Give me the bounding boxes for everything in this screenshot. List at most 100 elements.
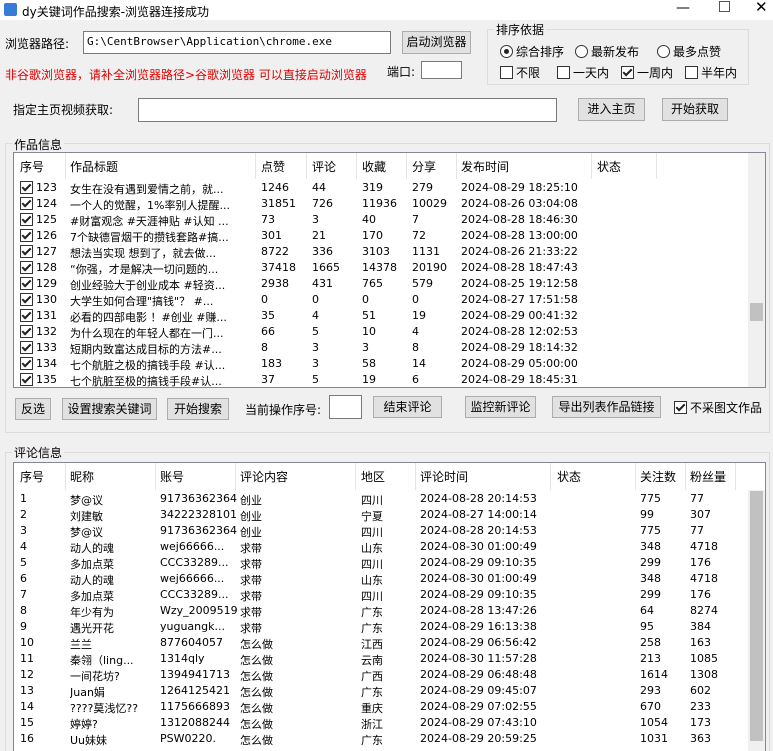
column-header: 评论内容 [240,470,289,484]
label: 不限 [516,66,541,80]
close[interactable]: ✕ [755,0,768,16]
maximize[interactable] [719,1,730,12]
table-cell: 8722 [261,245,289,258]
table-cell: 127 [36,245,57,258]
table-cell: 3 [312,357,319,370]
launch-button[interactable]: 启动浏览器 [402,31,471,54]
table-cell: yuguangk... [160,620,225,633]
minimize[interactable]: — [676,0,690,16]
table-cell: 1314qly [160,652,205,665]
row-checkbox[interactable] [20,309,33,322]
table-cell: 2024-08-29 09:10:35 [420,556,537,569]
table-cell: 4718 [690,540,718,553]
table-cell: 1031 [640,732,668,745]
index-input[interactable] [329,395,362,419]
group-box [5,452,770,751]
table-cell: 132 [36,325,57,338]
table-cell: 云南 [361,654,383,667]
column-separator [456,153,457,179]
table-cell: 动人的魂 [70,574,114,587]
row-checkbox[interactable] [20,261,33,274]
table-cell: 广东 [361,622,383,635]
row-checkbox[interactable] [20,181,33,194]
table-cell: 求带 [240,542,262,555]
sort-radio[interactable]: 最多点赞 [657,43,721,60]
table-cell: 2024-08-29 18:25:10 [461,181,578,194]
table-cell: 2024-08-30 01:00:49 [420,540,537,553]
checkbox[interactable] [557,66,570,79]
row-checkbox[interactable] [20,213,33,226]
app-icon [4,3,17,16]
table-cell: 44 [312,181,326,194]
search-button[interactable]: 开始搜索 [167,398,229,420]
row-checkbox[interactable] [20,277,33,290]
monitor-button[interactable]: 监控新评论 [465,396,536,418]
table-cell: 怎么做 [240,702,273,715]
table-cell: 602 [690,684,711,697]
table-cell: 兰兰 [70,638,92,651]
scrollbar[interactable] [748,153,765,387]
port-input[interactable] [421,61,462,79]
table-cell: 山东 [361,574,383,587]
table-cell: 3 [20,524,27,537]
time-filter[interactable]: 不限 [500,64,540,81]
skip-images-checkbox[interactable]: 不采图文作品 [674,399,762,416]
checkbox[interactable] [621,66,634,79]
row-checkbox[interactable] [20,357,33,370]
column-header: 地区 [361,470,386,484]
scroll-thumb[interactable] [750,491,763,741]
table-cell: 山东 [361,542,383,555]
table-cell: 多加点菜 [70,558,114,571]
table-cell: 2024-08-28 20:14:53 [420,524,537,537]
time-filter[interactable]: 一周内 [621,64,673,81]
row-checkbox[interactable] [20,341,33,354]
time-filter[interactable]: 半年内 [685,64,737,81]
label: 指定主页视频获取: [13,103,114,117]
row-checkbox[interactable] [20,229,33,242]
time-filter[interactable]: 一天内 [557,64,609,81]
row-checkbox[interactable] [20,245,33,258]
export-button[interactable]: 导出列表作品链接 [552,396,661,418]
column-separator [355,463,356,490]
fetch-button[interactable]: 开始获取 [662,98,728,121]
row-checkbox[interactable] [20,293,33,306]
table-cell: 1054 [640,716,668,729]
homepage-input[interactable] [138,98,557,122]
radio[interactable] [657,45,670,58]
column-header: 序号 [20,160,45,174]
table-cell: 梦@议 [70,526,103,539]
table-cell: 遇光开花 [70,622,114,635]
table-cell: 梦@议 [70,494,103,507]
table-cell: 13 [20,684,34,697]
row-checkbox[interactable] [20,325,33,338]
sort-radio[interactable]: 最新发布 [575,43,639,60]
table-cell: 想法当实现 想到了，就去做... [70,247,216,260]
sort-radio[interactable]: 综合排序 [500,43,564,60]
table-cell: Wzy_2009519 [160,604,237,617]
column-header: 作品标题 [70,160,119,174]
row-checkbox[interactable] [20,197,33,210]
checkbox[interactable] [674,401,687,414]
invert-button[interactable]: 反选 [15,398,51,420]
path-input[interactable]: G:\CentBrowser\Application\chrome.exe [83,31,391,54]
keywords-button[interactable]: 设置搜索关键词 [62,398,157,420]
table-cell: 135 [36,373,57,386]
label: 一天内 [573,66,610,80]
table-cell: 重庆 [361,702,383,715]
checkbox[interactable] [500,66,513,79]
row-checkbox[interactable] [20,373,33,386]
table-cell: 求带 [240,574,262,587]
end-button[interactable]: 结束评论 [373,396,442,418]
table-cell: 创业 [240,494,262,507]
radio[interactable] [500,45,513,58]
table-cell: 19 [362,373,376,386]
table-cell: 233 [690,700,711,713]
table-cell: 0 [412,293,419,306]
enter-button[interactable]: 进入主页 [578,98,645,121]
checkbox[interactable] [685,66,698,79]
table-cell: 一间花坊? [70,670,120,683]
scroll-thumb[interactable] [750,303,763,321]
table-cell: 0 [362,293,369,306]
table-cell: 128 [36,261,57,274]
radio[interactable] [575,45,588,58]
